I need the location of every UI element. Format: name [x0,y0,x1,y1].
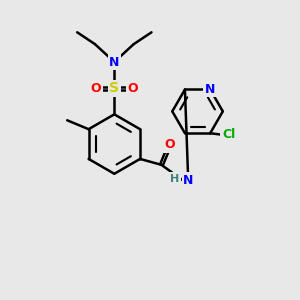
Text: O: O [91,82,101,95]
Text: N: N [109,56,119,68]
Text: O: O [128,82,138,95]
Text: N: N [205,83,215,96]
Text: N: N [183,174,194,187]
Text: O: O [164,138,175,151]
Text: H: H [170,174,179,184]
Text: Cl: Cl [222,128,235,141]
Text: S: S [109,81,119,95]
